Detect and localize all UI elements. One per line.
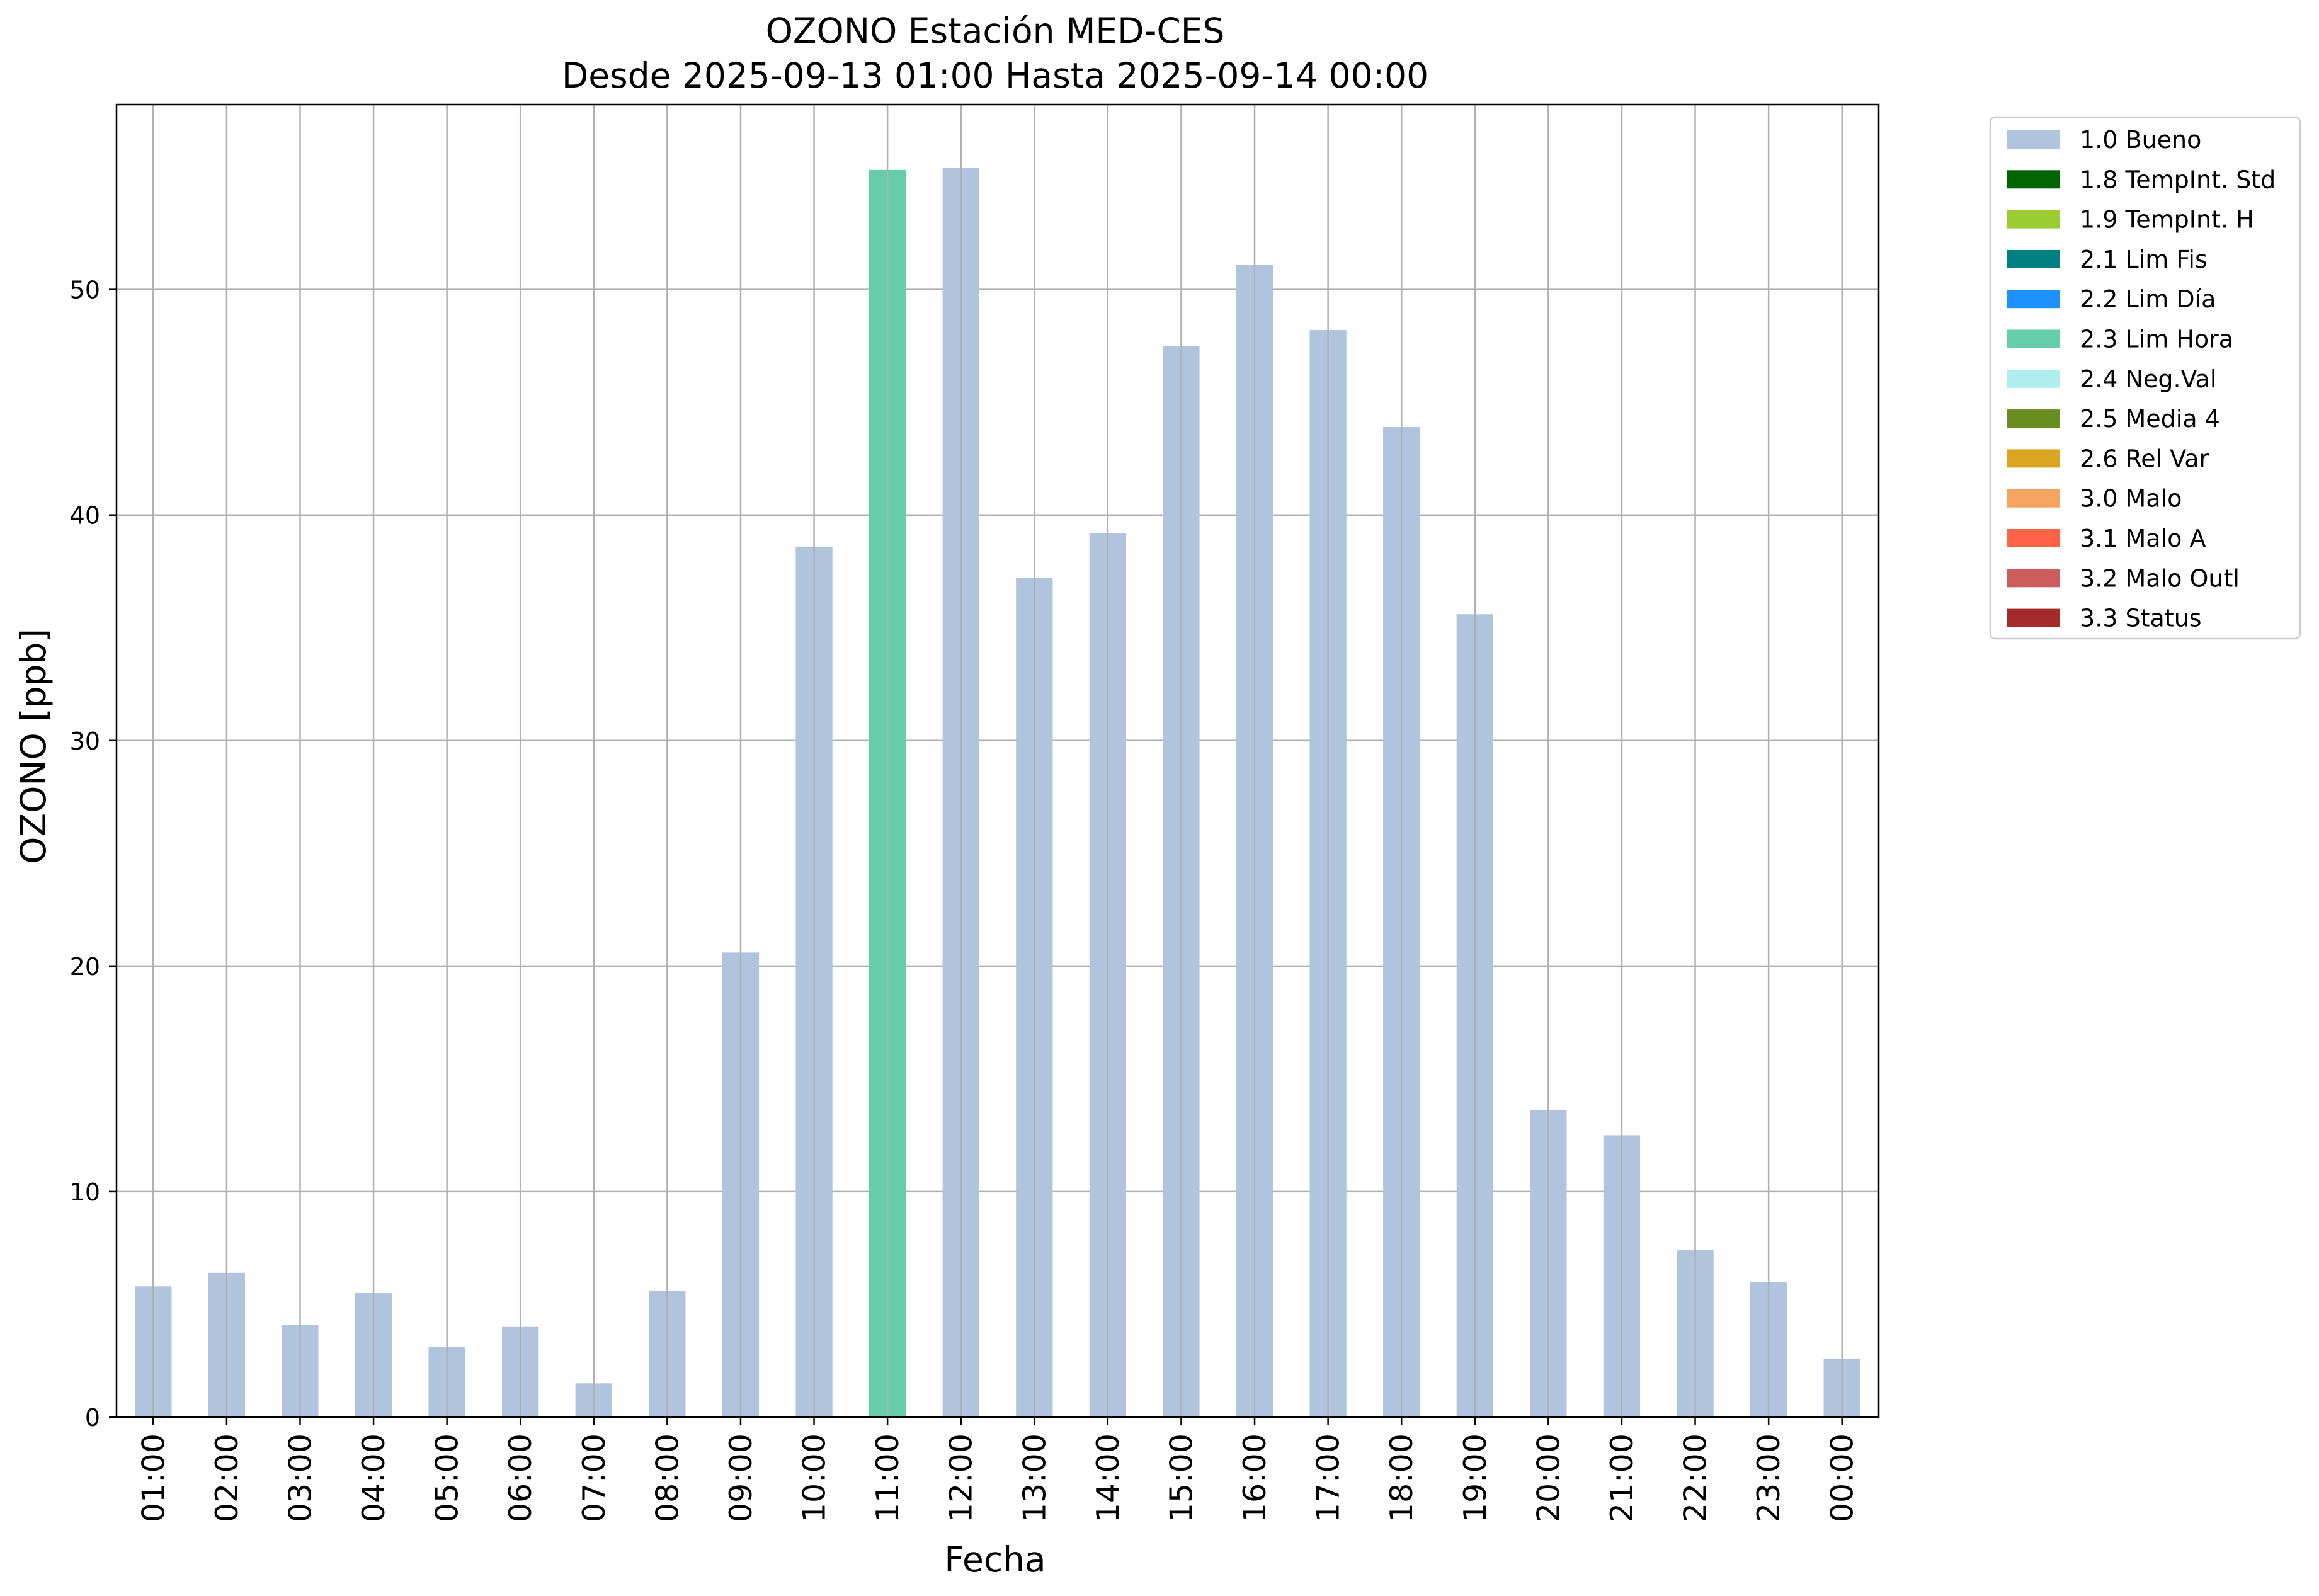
- legend-swatch: [2007, 608, 2060, 627]
- legend-label: 1.0 Bueno: [2080, 126, 2201, 154]
- chart-title: OZONO Estación MED-CES: [766, 11, 1225, 51]
- x-tick-label: 03:00: [282, 1434, 318, 1522]
- x-tick-label: 09:00: [723, 1434, 759, 1522]
- legend-swatch: [2007, 569, 2060, 588]
- legend-label: 2.3 Lim Hora: [2080, 326, 2233, 353]
- x-tick-label: 16:00: [1237, 1434, 1273, 1522]
- chart-subtitle: Desde 2025-09-13 01:00 Hasta 2025-09-14 …: [562, 55, 1428, 96]
- legend-swatch: [2007, 329, 2060, 348]
- legend-swatch: [2007, 489, 2060, 508]
- y-tick-label: 30: [70, 727, 100, 755]
- y-tick-label: 40: [70, 502, 100, 530]
- legend-swatch: [2007, 529, 2060, 547]
- x-tick-label: 05:00: [430, 1434, 465, 1522]
- legend-label: 1.9 TempInt. H: [2080, 206, 2254, 234]
- x-tick-label: 14:00: [1090, 1434, 1126, 1522]
- x-tick-label: 01:00: [135, 1434, 171, 1522]
- x-tick-label: 07:00: [576, 1434, 612, 1522]
- legend-swatch: [2007, 170, 2060, 189]
- x-tick-label: 11:00: [870, 1434, 906, 1522]
- x-tick-label: 04:00: [356, 1434, 392, 1522]
- legend-label: 3.3 Status: [2080, 605, 2202, 632]
- x-tick-label: 13:00: [1017, 1434, 1052, 1522]
- x-tick-label: 20:00: [1530, 1434, 1566, 1522]
- legend-swatch: [2007, 409, 2060, 428]
- y-axis-label: OZONO [ppb]: [13, 629, 54, 864]
- x-tick-label: 02:00: [209, 1434, 245, 1522]
- legend-swatch: [2007, 249, 2060, 268]
- y-axis: 0 10 20 30 40 50: [70, 276, 117, 1432]
- y-tick-label: 10: [70, 1178, 100, 1206]
- legend-label: 2.6 Rel Var: [2080, 445, 2209, 472]
- legend-label: 1.8 TempInt. Std: [2080, 166, 2276, 193]
- x-tick-label: 06:00: [503, 1434, 538, 1522]
- x-axis: 01:00 02:00 03:00 04:00 05:00 06:00 07:00 08:00…: [135, 1417, 1860, 1522]
- legend-swatch: [2007, 449, 2060, 468]
- x-tick-label: 00:00: [1825, 1434, 1860, 1522]
- x-tick-label: 15:00: [1163, 1434, 1199, 1522]
- y-tick-label: 20: [70, 953, 100, 981]
- x-tick-label: 18:00: [1384, 1434, 1420, 1522]
- legend-swatch: [2007, 210, 2060, 229]
- x-tick-label: 17:00: [1311, 1434, 1347, 1522]
- x-tick-label: 10:00: [797, 1434, 833, 1522]
- x-tick-label: 22:00: [1678, 1434, 1714, 1522]
- legend: 1.0 Bueno 1.8 TempInt. Std 1.9 TempInt. H 2…: [1989, 116, 2301, 640]
- legend-label: 3.0 Malo: [2080, 485, 2182, 513]
- legend-label: 3.2 Malo Outl: [2080, 564, 2240, 592]
- legend-label: 2.5 Media 4: [2080, 405, 2220, 433]
- legend-swatch: [2007, 290, 2060, 309]
- y-tick-label: 0: [85, 1404, 100, 1432]
- x-axis-label: Fecha: [944, 1539, 1046, 1580]
- x-tick-label: 12:00: [943, 1434, 979, 1522]
- legend-box: [1989, 116, 2301, 640]
- legend-label: 2.4 Neg.Val: [2080, 365, 2216, 393]
- legend-label: 2.1 Lim Fis: [2080, 246, 2208, 273]
- bars: [135, 105, 1860, 1418]
- legend-label: 3.1 Malo A: [2080, 525, 2206, 552]
- legend-label: 2.2 Lim Día: [2080, 285, 2216, 313]
- x-tick-label: 23:00: [1751, 1434, 1787, 1522]
- plot-frame: [115, 103, 1880, 1418]
- legend-swatch: [2007, 369, 2060, 388]
- legend-swatch: [2007, 130, 2060, 149]
- x-tick-label: 08:00: [649, 1434, 685, 1522]
- y-tick-label: 50: [70, 276, 100, 304]
- x-tick-label: 19:00: [1457, 1434, 1493, 1522]
- x-tick-label: 21:00: [1604, 1434, 1640, 1522]
